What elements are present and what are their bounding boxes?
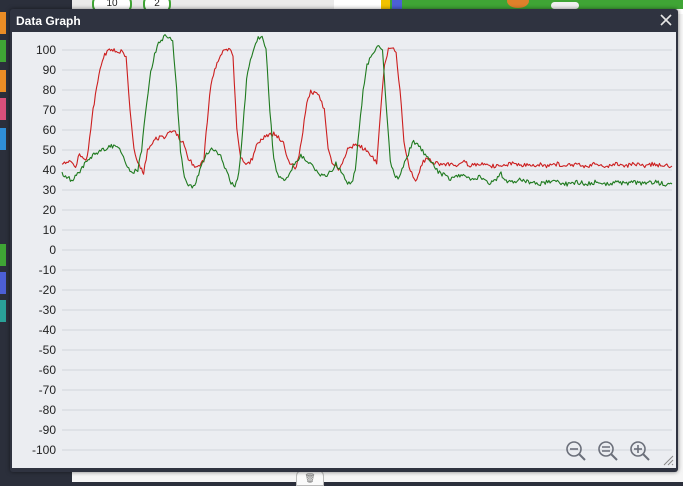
- palette-swatch[interactable]: [0, 40, 6, 62]
- resize-grip-icon[interactable]: [662, 454, 674, 466]
- white-pill: [551, 2, 579, 9]
- zoom-in-icon[interactable]: [630, 441, 650, 461]
- y-tick-label: -60: [39, 363, 57, 377]
- dialog-title: Data Graph: [16, 14, 81, 28]
- y-tick-label: 100: [36, 43, 56, 57]
- y-tick-label: 20: [43, 203, 57, 217]
- close-icon[interactable]: [658, 12, 674, 28]
- y-tick-label: 30: [43, 183, 57, 197]
- palette-swatch[interactable]: [0, 70, 6, 92]
- y-tick-label: 70: [43, 103, 57, 117]
- block-palette: [0, 0, 8, 482]
- palette-swatch[interactable]: [0, 128, 6, 150]
- palette-swatch[interactable]: [0, 244, 6, 266]
- y-tick-label: -10: [39, 263, 57, 277]
- y-tick-label: -20: [39, 283, 57, 297]
- y-tick-label: 40: [43, 163, 57, 177]
- y-tick-label: -100: [32, 443, 56, 457]
- y-tick-label: -40: [39, 323, 57, 337]
- orange-block: [507, 0, 529, 8]
- plot-area: 100 90 80 70 60 50 40 30 20 10 0 -10 -20 -30 -40 -50 -60…: [12, 32, 676, 468]
- y-tick-label: -50: [39, 343, 57, 357]
- y-tick-label: 80: [43, 83, 57, 97]
- palette-swatch[interactable]: [0, 98, 6, 120]
- green-block-strip: [388, 0, 683, 9]
- y-tick-label: 60: [43, 123, 57, 137]
- yellow-block: [381, 0, 390, 9]
- data-graph-dialog: Data Graph 100 90 80 70 60 50 40 30 20 10 0 -10 -20-…: [10, 9, 678, 472]
- zoom-reset-icon[interactable]: [598, 441, 618, 461]
- blue-block: [392, 0, 402, 9]
- trash-icon[interactable]: 🗑: [296, 470, 324, 486]
- y-tick-label: -80: [39, 403, 57, 417]
- palette-swatch[interactable]: [0, 272, 6, 294]
- y-tick-label: 50: [43, 143, 57, 157]
- palette-swatch[interactable]: [0, 300, 6, 322]
- palette-swatch[interactable]: [0, 12, 6, 34]
- y-tick-label: 90: [43, 63, 57, 77]
- red-series-line: [61, 47, 673, 182]
- zoom-controls: [566, 441, 650, 461]
- y-tick-label: -70: [39, 383, 57, 397]
- y-tick-label: 0: [49, 243, 56, 257]
- data-graph-chart: 1009080706050403020100-10-20-30-40-50-60…: [32, 34, 673, 457]
- y-tick-label: -30: [39, 303, 57, 317]
- zoom-out-icon[interactable]: [566, 441, 586, 461]
- y-tick-label: 10: [43, 223, 57, 237]
- green-series-line: [61, 34, 673, 189]
- y-tick-label: -90: [39, 423, 57, 437]
